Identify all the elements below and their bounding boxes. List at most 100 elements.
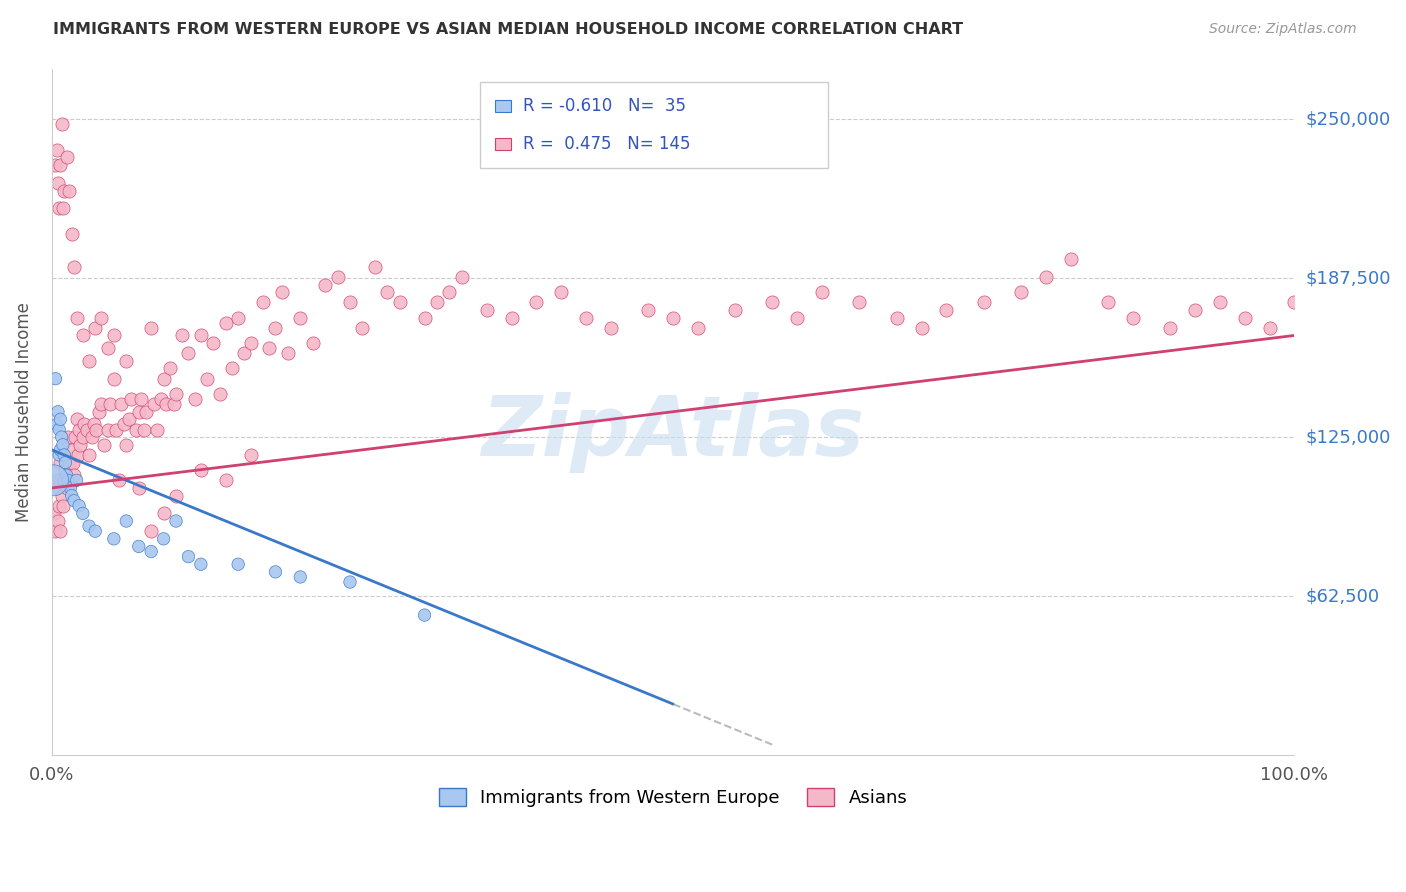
Point: [67, 423, 90, 437]
Point: [413, 608, 436, 623]
Point: [811, 285, 834, 300]
Point: [108, 474, 131, 488]
Point: [724, 303, 747, 318]
Point: [59, 481, 82, 495]
Point: [257, 341, 280, 355]
Point: [195, 372, 218, 386]
Point: [364, 260, 387, 274]
Point: [141, 524, 163, 539]
Point: [112, 417, 135, 432]
Point: [150, 392, 173, 406]
Point: [290, 570, 312, 584]
Point: [1097, 295, 1119, 310]
Point: [44, 158, 66, 172]
Point: [1159, 321, 1181, 335]
Point: [59, 474, 82, 488]
Point: [120, 392, 142, 406]
Point: [77, 448, 100, 462]
Text: $125,000: $125,000: [1306, 428, 1391, 446]
Point: [177, 549, 200, 564]
Point: [524, 295, 547, 310]
Point: [48, 499, 70, 513]
Point: [686, 321, 709, 335]
Point: [97, 423, 120, 437]
Point: [146, 423, 169, 437]
Point: [44, 507, 66, 521]
Point: [152, 532, 174, 546]
Point: [46, 176, 69, 190]
Point: [60, 227, 83, 241]
Point: [128, 540, 150, 554]
Text: IMMIGRANTS FROM WESTERN EUROPE VS ASIAN MEDIAN HOUSEHOLD INCOME CORRELATION CHAR: IMMIGRANTS FROM WESTERN EUROPE VS ASIAN …: [53, 22, 963, 37]
Point: [132, 423, 155, 437]
Point: [202, 336, 225, 351]
Point: [162, 397, 184, 411]
Point: [352, 321, 374, 335]
Point: [98, 397, 121, 411]
Text: R = -0.610   N=  35: R = -0.610 N= 35: [523, 97, 686, 115]
Point: [51, 489, 73, 503]
Point: [226, 310, 249, 325]
Point: [103, 372, 125, 386]
Point: [125, 423, 148, 437]
Point: [1258, 321, 1281, 335]
Point: [128, 405, 150, 419]
Point: [76, 423, 98, 437]
Point: [52, 499, 75, 513]
Point: [118, 412, 141, 426]
Point: [69, 438, 91, 452]
Point: [215, 474, 238, 488]
Point: [221, 361, 243, 376]
Point: [208, 387, 231, 401]
Point: [128, 481, 150, 495]
Point: [177, 346, 200, 360]
Point: [141, 544, 163, 558]
Point: [239, 448, 262, 462]
Point: [65, 430, 87, 444]
Point: [45, 143, 67, 157]
Point: [1060, 252, 1083, 267]
Point: [172, 328, 194, 343]
Point: [83, 417, 105, 432]
Point: [239, 336, 262, 351]
Point: [53, 184, 76, 198]
Point: [56, 474, 79, 488]
Point: [190, 558, 212, 572]
Point: [155, 397, 177, 411]
Point: [215, 316, 238, 330]
Point: [55, 468, 77, 483]
Point: [848, 295, 870, 310]
Point: [51, 118, 73, 132]
Text: $250,000: $250,000: [1306, 111, 1391, 128]
Point: [45, 481, 67, 495]
Point: [46, 405, 69, 419]
Point: [270, 285, 292, 300]
Point: [49, 442, 72, 457]
Point: [84, 321, 107, 335]
Point: [233, 346, 256, 360]
Point: [48, 423, 70, 437]
Point: [314, 277, 336, 292]
FancyBboxPatch shape: [481, 82, 828, 168]
Point: [159, 361, 181, 376]
Point: [910, 321, 932, 335]
Point: [662, 310, 685, 325]
Point: [84, 524, 107, 539]
Point: [290, 310, 312, 325]
Point: [55, 151, 77, 165]
Point: [264, 565, 287, 579]
Point: [65, 412, 87, 426]
Point: [141, 321, 163, 335]
Point: [475, 303, 498, 318]
Point: [63, 493, 86, 508]
Point: [44, 524, 66, 539]
Point: [97, 341, 120, 355]
Point: [48, 202, 70, 216]
Point: [190, 463, 212, 477]
Legend: Immigrants from Western Europe, Asians: Immigrants from Western Europe, Asians: [432, 780, 914, 814]
Point: [165, 387, 187, 401]
Point: [60, 489, 83, 503]
Point: [72, 328, 94, 343]
Point: [105, 423, 128, 437]
Point: [301, 336, 323, 351]
